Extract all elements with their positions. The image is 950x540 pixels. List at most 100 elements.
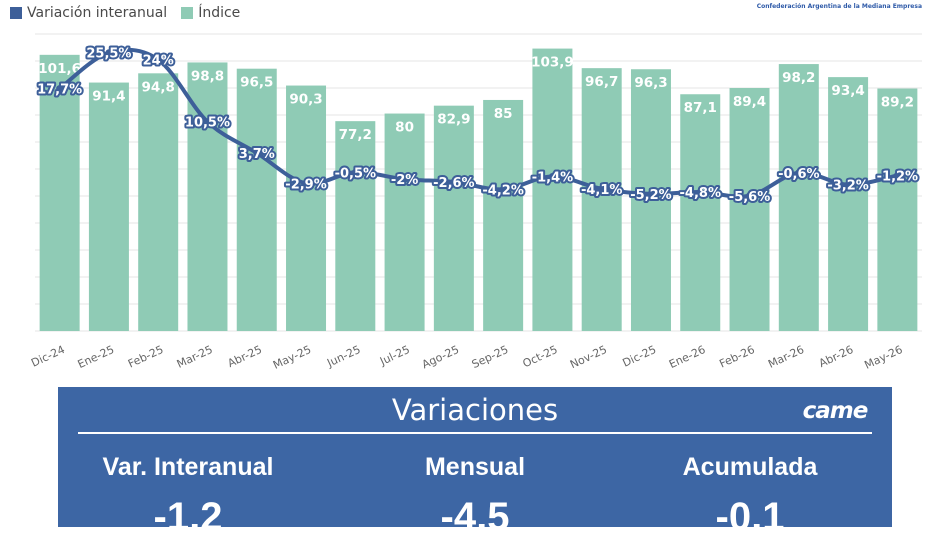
gridlines xyxy=(35,33,922,332)
line-point-Ago-25[interactable] xyxy=(450,178,458,186)
line-value-label: -5,2% xyxy=(630,188,671,203)
bar-value-label: 89,2 xyxy=(881,95,914,111)
line-point-Dic-24[interactable] xyxy=(56,85,64,93)
bar-value-label: 96,5 xyxy=(240,75,273,91)
bar-Mar-26[interactable] xyxy=(778,64,819,331)
line-value-label: -0,5% xyxy=(335,166,376,181)
bar-Jun-25[interactable] xyxy=(335,121,376,331)
bar-value-label: 90,3 xyxy=(289,92,322,108)
bar-value-label: 96,3 xyxy=(634,75,667,91)
x-tick-label: Ene-25 xyxy=(76,343,117,371)
line-point-Ene-25[interactable] xyxy=(105,49,113,57)
x-tick-label: Dic-24 xyxy=(29,343,67,370)
bar-Oct-25[interactable] xyxy=(532,48,573,332)
bar-Nov-25[interactable] xyxy=(581,68,622,331)
line-point-May-25[interactable] xyxy=(302,179,310,187)
line-point-Jul-25[interactable] xyxy=(401,175,409,183)
legend-item-bar[interactable]: Índice xyxy=(181,5,240,21)
line-point-Mar-25[interactable] xyxy=(203,118,211,126)
line-value-label: -2,6% xyxy=(433,176,474,191)
came-logo-text: came xyxy=(802,398,869,424)
line-value-label: 3,7% xyxy=(239,147,275,162)
line-point-Dic-25[interactable] xyxy=(647,190,655,198)
x-axis-ticks: Dic-24 Ene-25 Feb-25 Mar-25 Abr-25 May-25 Jun-… xyxy=(29,343,904,372)
line-point-Sep-25[interactable] xyxy=(499,185,507,193)
line-value-label: -1,2% xyxy=(877,170,918,185)
x-tick-label: Jul-25 xyxy=(377,343,412,368)
variations-panel: Variaciones came Var. Interanual Mensual… xyxy=(58,387,892,539)
legend-item-line[interactable]: Variación interanual xyxy=(10,5,167,21)
line-point-May-26[interactable] xyxy=(893,172,901,180)
bar-value-label: 87,1 xyxy=(684,100,717,116)
line-value-label: -5,6% xyxy=(729,190,770,205)
bar-value-label: 77,2 xyxy=(339,127,372,143)
bar-Abr-25[interactable] xyxy=(236,68,277,331)
line-value-label: -4,1% xyxy=(581,183,622,198)
x-tick-label: Abr-26 xyxy=(817,343,855,370)
brand-subtitle: Confederación Argentina de la Mediana Em… xyxy=(756,3,922,10)
line-point-Abr-25[interactable] xyxy=(253,149,261,157)
line-value-label: 25,5% xyxy=(86,47,131,62)
line-point-Ene-26[interactable] xyxy=(696,188,704,196)
bar-value-label: 93,4 xyxy=(831,83,864,99)
line-value-label: -2% xyxy=(391,173,418,188)
bar-Feb-25[interactable] xyxy=(138,73,179,332)
bar-Ene-26[interactable] xyxy=(680,94,721,331)
bar-May-25[interactable] xyxy=(286,85,327,331)
bar-value-label: 94,8 xyxy=(142,79,175,95)
metric-label-mensual: Mensual xyxy=(424,453,526,481)
bar-value-label: 82,9 xyxy=(437,112,470,128)
came-logo: came xyxy=(800,395,870,427)
bar-Ago-25[interactable] xyxy=(433,105,474,332)
panel-divider xyxy=(78,432,872,434)
bar-Dic-25[interactable] xyxy=(630,69,671,332)
bar-Ene-25[interactable] xyxy=(88,82,129,331)
chart: 101,6 91,4 94,8 98,8 96,5 90,3 77,2 80 82,9 85 103… xyxy=(29,33,922,372)
line-value-label: -1,4% xyxy=(532,170,573,185)
line-value-label: -3,2% xyxy=(827,179,868,194)
line-point-Feb-26[interactable] xyxy=(746,192,754,200)
metric-label-acumulada: Acumulada xyxy=(682,453,818,481)
bar-value-label: 80 xyxy=(395,120,414,136)
x-tick-label: Ago-25 xyxy=(420,343,461,371)
panel-title: Variaciones xyxy=(391,393,559,427)
line-value-label: -2,9% xyxy=(285,177,326,192)
line-point-Oct-25[interactable] xyxy=(548,172,556,180)
line-value-label: 17,7% xyxy=(37,83,82,98)
x-tick-label: May-25 xyxy=(271,343,313,372)
legend-swatch-bar xyxy=(181,7,194,19)
line-point-Jun-25[interactable] xyxy=(351,168,359,176)
bar-value-label: 98,8 xyxy=(191,68,224,84)
bar-Sep-25[interactable] xyxy=(483,99,524,331)
bar-value-label: 96,7 xyxy=(585,74,618,90)
legend: Variación interanual Índice xyxy=(10,5,240,21)
legend-label-bar: Índice xyxy=(198,5,241,21)
line-point-Nov-25[interactable] xyxy=(598,185,606,193)
line-point-Mar-26[interactable] xyxy=(795,169,803,177)
metric-label-interanual: Var. Interanual xyxy=(102,453,274,481)
legend-label-line: Variación interanual xyxy=(27,5,168,21)
x-tick-label: Jun-25 xyxy=(324,343,362,370)
bar-Jul-25[interactable] xyxy=(384,113,425,331)
line-series: 17,7% 25,5% 24% 10,5% 3,7% -2,9% -0,5% -2% -2,6%… xyxy=(35,45,920,207)
line-value-label: -4,2% xyxy=(482,183,523,198)
x-tick-label: Dic-25 xyxy=(621,343,659,370)
x-tick-label: Mar-25 xyxy=(175,343,215,371)
x-tick-label: Sep-25 xyxy=(470,343,511,371)
line-point-Feb-25[interactable] xyxy=(154,56,162,64)
x-tick-label: May-26 xyxy=(862,343,904,372)
x-tick-label: Mar-26 xyxy=(766,343,806,371)
bar-May-26[interactable] xyxy=(877,88,918,332)
x-tick-label: Abr-25 xyxy=(226,343,264,370)
line-value-label: -4,8% xyxy=(680,186,721,201)
x-tick-label: Oct-25 xyxy=(521,343,560,370)
bar-value-label: 103,9 xyxy=(531,55,574,71)
bar-value-label: 101,6 xyxy=(38,61,81,77)
bar-Dic-24[interactable] xyxy=(39,54,80,331)
bar-value-label: 91,4 xyxy=(92,89,125,105)
legend-swatch-line xyxy=(10,7,22,19)
x-tick-label: Feb-25 xyxy=(126,343,165,371)
bar-Abr-26[interactable] xyxy=(828,77,869,331)
line-point-Abr-26[interactable] xyxy=(844,181,852,189)
bar-Feb-26[interactable] xyxy=(729,87,770,332)
